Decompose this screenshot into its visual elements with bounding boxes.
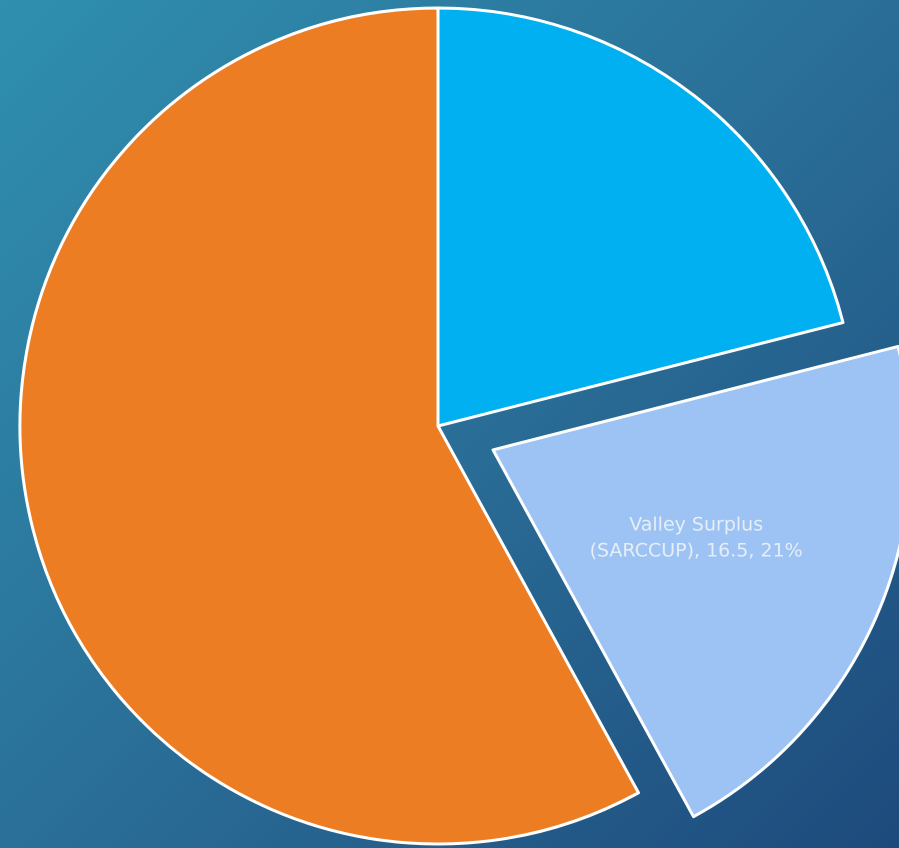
label-separator: , bbox=[748, 539, 761, 562]
pie-slice bbox=[436, 6, 845, 428]
pie-slice bbox=[18, 6, 640, 846]
label-value: 16.5 bbox=[706, 539, 749, 562]
label-separator: , bbox=[694, 539, 707, 562]
label-category: Valley Surplus (SARCCUP) bbox=[589, 513, 764, 562]
data-label: Valley Surplus (SARCCUP), 16.5, 21% bbox=[589, 513, 804, 564]
pie-slice bbox=[491, 344, 899, 819]
label-percent: 21% bbox=[760, 539, 803, 562]
